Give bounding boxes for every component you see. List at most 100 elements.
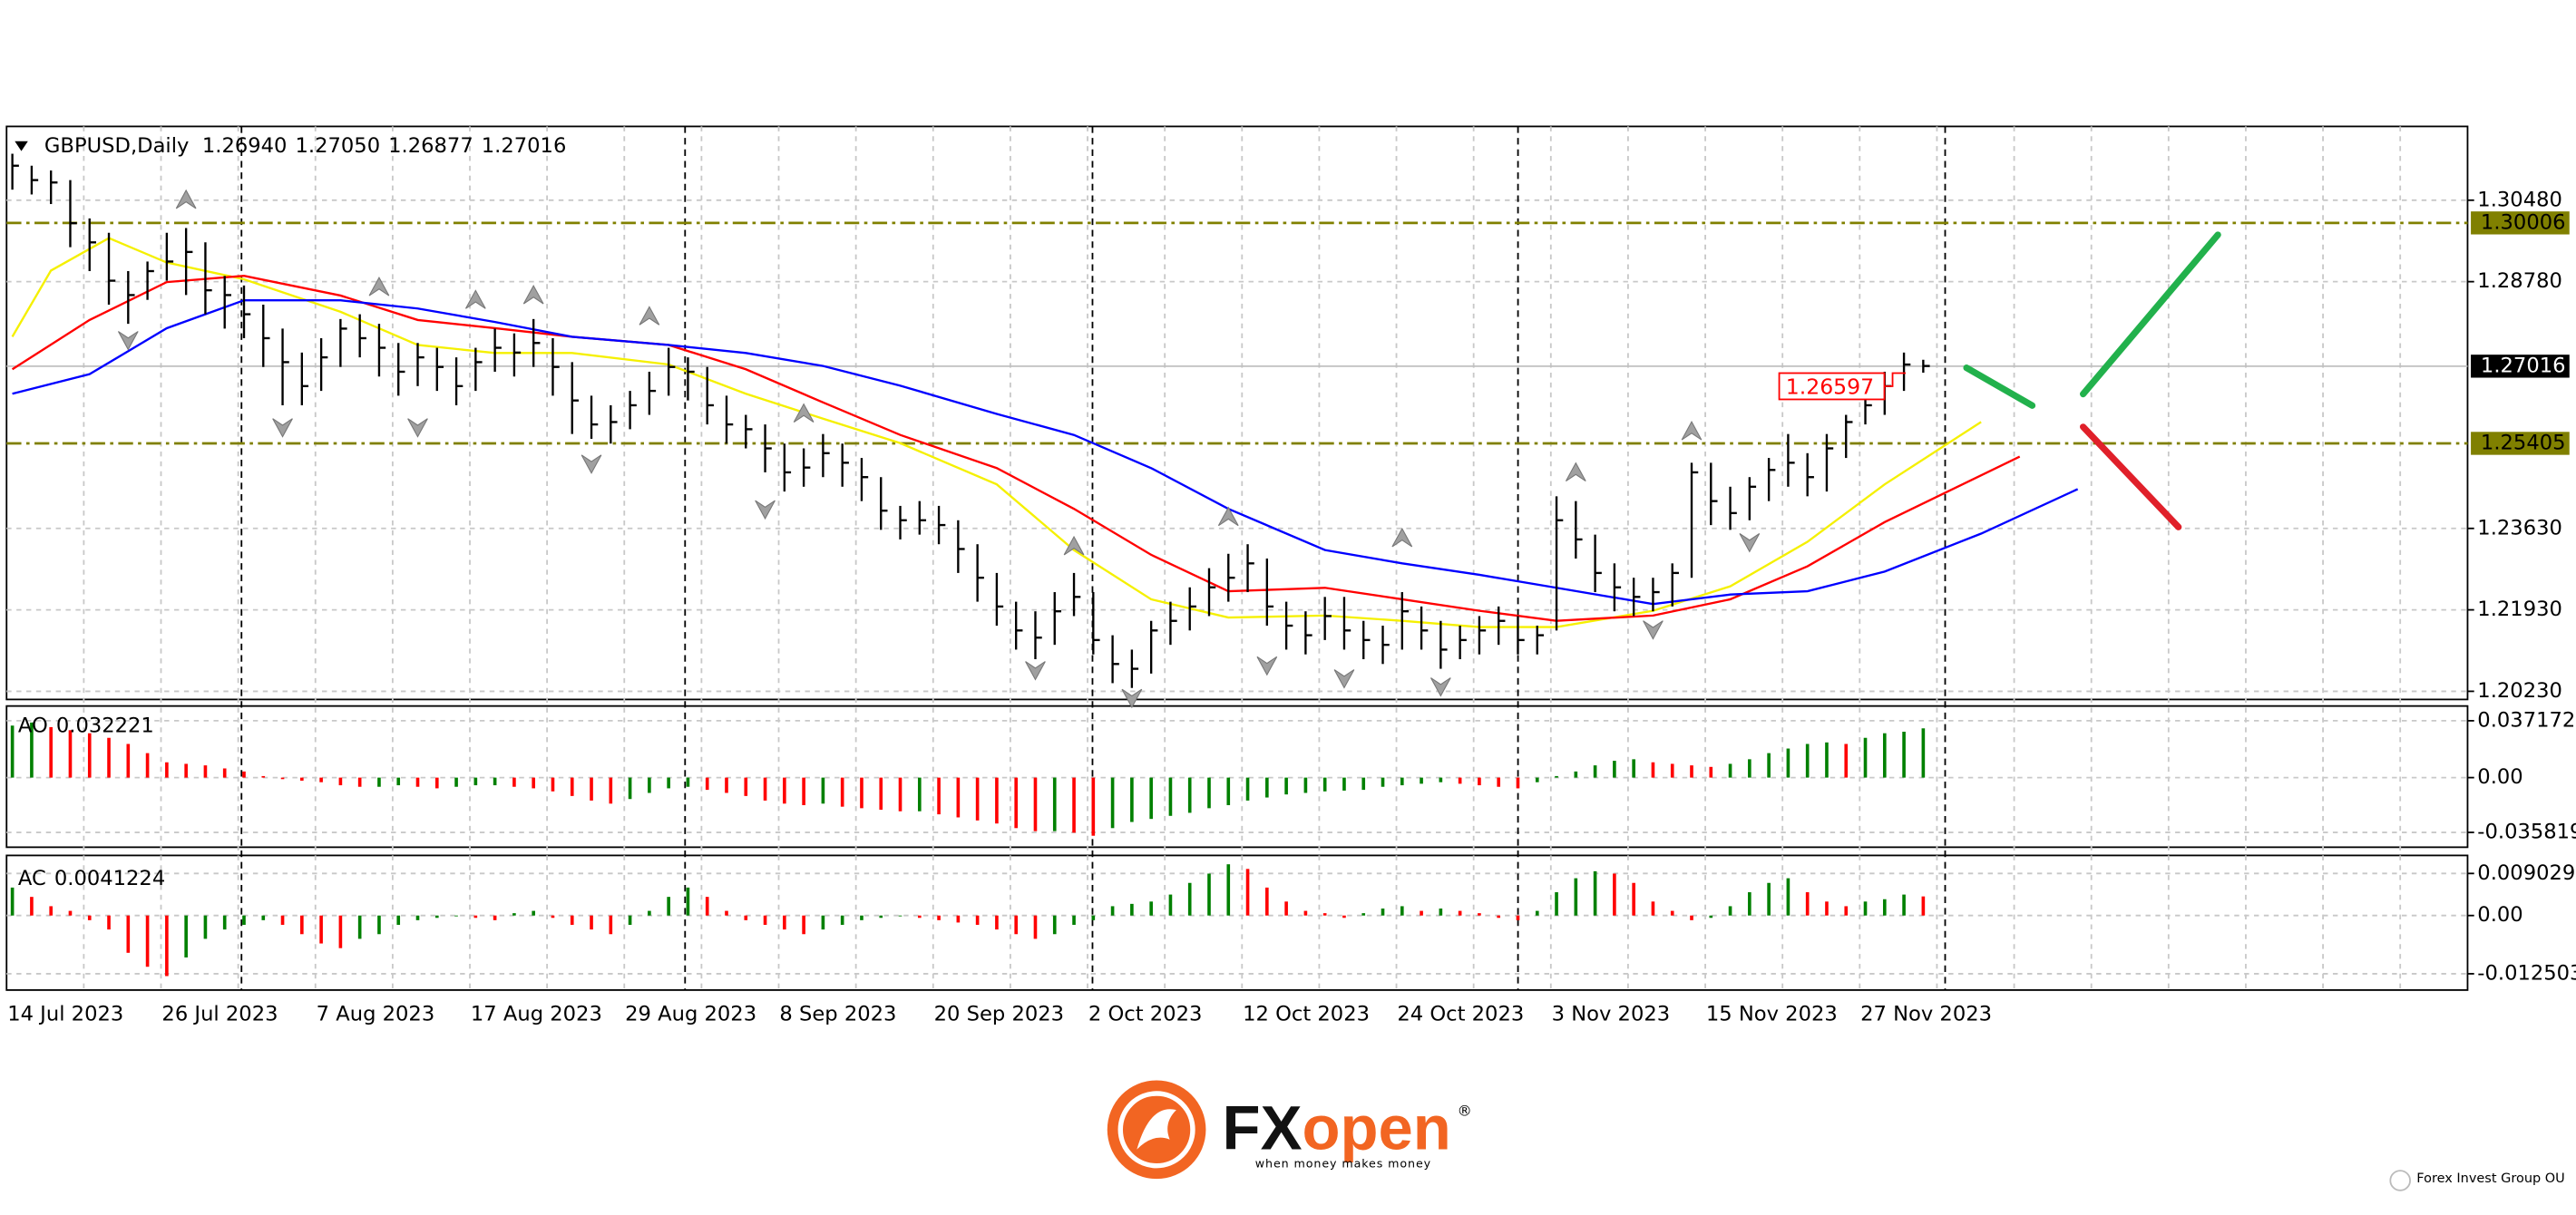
osc-bar [1072, 777, 1076, 833]
fractal [1681, 421, 1703, 441]
x-tick-label: 3 Nov 2023 [1552, 1003, 1671, 1026]
osc-bar [705, 777, 709, 791]
osc-bar [1767, 882, 1771, 916]
tagline: when money makes money [1255, 1156, 1431, 1170]
osc-bar [261, 775, 266, 778]
low-quote: 1.26877 [388, 134, 473, 158]
osc-bar [280, 777, 285, 780]
osc-bar [551, 777, 555, 792]
osc-bar [1381, 909, 1385, 916]
osc-bar [1844, 744, 1849, 778]
fractal [522, 284, 544, 305]
osc-bar [705, 897, 709, 916]
osc-bar [300, 915, 304, 935]
fractal [1025, 661, 1046, 681]
osc-bar [1110, 777, 1115, 829]
osc-bar [1516, 777, 1520, 789]
osc-bar [879, 915, 883, 919]
osc-bar [1709, 915, 1713, 919]
osc-bar [145, 753, 150, 778]
brand-open: open [1302, 1094, 1450, 1163]
logo-emblem-mark [1137, 1109, 1176, 1150]
osc-bar [87, 915, 92, 920]
osc-bar [1342, 915, 1346, 919]
osc-bar [975, 915, 980, 925]
osc-bar [1882, 733, 1887, 778]
osc-bar [686, 777, 690, 787]
osc-bar [203, 765, 208, 778]
osc-bar [49, 726, 54, 778]
y-tick-label: 0.037172 [2477, 708, 2575, 732]
y-tick-label: -0.035819 [2477, 821, 2576, 844]
fractal [117, 331, 139, 351]
main-panel [5, 125, 2469, 701]
osc-bar [1555, 775, 1558, 778]
osc-bar [667, 897, 670, 916]
osc-bar [184, 915, 188, 957]
forecast-line [2080, 231, 2221, 398]
osc-bar [1091, 777, 1096, 836]
osc-bar [725, 777, 728, 793]
osc-bar [1187, 882, 1192, 916]
osc-bar [184, 763, 188, 778]
osc-bar [1245, 777, 1250, 801]
osc-bar [551, 915, 555, 919]
osc-bar [1825, 742, 1829, 778]
x-tick-label: 14 Jul 2023 [7, 1003, 123, 1026]
osc-bar [975, 777, 980, 821]
fractal [407, 418, 428, 438]
osc-bar [1805, 744, 1810, 778]
osc-bar [1555, 892, 1558, 916]
osc-bar [107, 915, 111, 930]
osc-bar [30, 722, 34, 778]
logo-emblem-ring [1117, 1091, 1195, 1169]
registered-mark: ® [1458, 1102, 1472, 1119]
osc-bar [415, 777, 420, 787]
fractal [1217, 506, 1239, 527]
osc-bar [512, 913, 516, 916]
osc-bar [628, 915, 632, 925]
x-tick-label: 27 Nov 2023 [1860, 1003, 1992, 1026]
osc-bar [242, 915, 246, 925]
ao-header: AO 0.032221 [18, 714, 154, 737]
osc-bar [434, 777, 439, 789]
fractal [581, 454, 602, 474]
osc-bar [415, 915, 420, 920]
y-tick-label: 1.20230 [2477, 679, 2562, 703]
osc-bar [1439, 777, 1443, 782]
osc-bar [860, 915, 864, 920]
brand-fx: FX [1223, 1094, 1303, 1163]
osc-bar [1265, 777, 1269, 798]
osc-bar [763, 915, 767, 925]
osc-bar [1574, 878, 1578, 916]
y-tick-label: 1.28780 [2477, 269, 2562, 293]
osc-bar [1110, 906, 1115, 916]
osc-bar [570, 915, 574, 925]
last-price-box [2471, 355, 2570, 378]
y-tick-label: 0.009029 [2477, 861, 2575, 885]
osc-bar [1420, 910, 1423, 916]
osc-bar [1052, 777, 1057, 831]
last-price-label: 1.27016 [2481, 354, 2566, 377]
osc-bar [87, 733, 92, 778]
osc-bar [532, 777, 536, 789]
x-tick-label: 8 Sep 2023 [779, 1003, 896, 1026]
fractal [1333, 669, 1355, 689]
annotation-pointer [1884, 372, 1907, 387]
level-label-box [2471, 432, 2570, 455]
osc-bar [1130, 777, 1134, 822]
osc-bar [1303, 910, 1308, 916]
x-tick-label: 2 Oct 2023 [1088, 1003, 1202, 1026]
osc-bar [609, 777, 613, 804]
osc-bar [493, 777, 497, 786]
ac-current: 0.0041224 [54, 866, 165, 889]
osc-bar [744, 777, 748, 796]
y-tick-label: 1.23630 [2477, 516, 2562, 539]
osc-bar [590, 777, 593, 801]
level-label-box [2471, 211, 2570, 235]
high-quote: 1.27050 [296, 134, 381, 158]
osc-bar [68, 730, 73, 778]
osc-bar [1805, 892, 1810, 916]
y-tick-label: 0.00 [2477, 765, 2522, 789]
y-tick-label: 1.21930 [2477, 598, 2562, 621]
